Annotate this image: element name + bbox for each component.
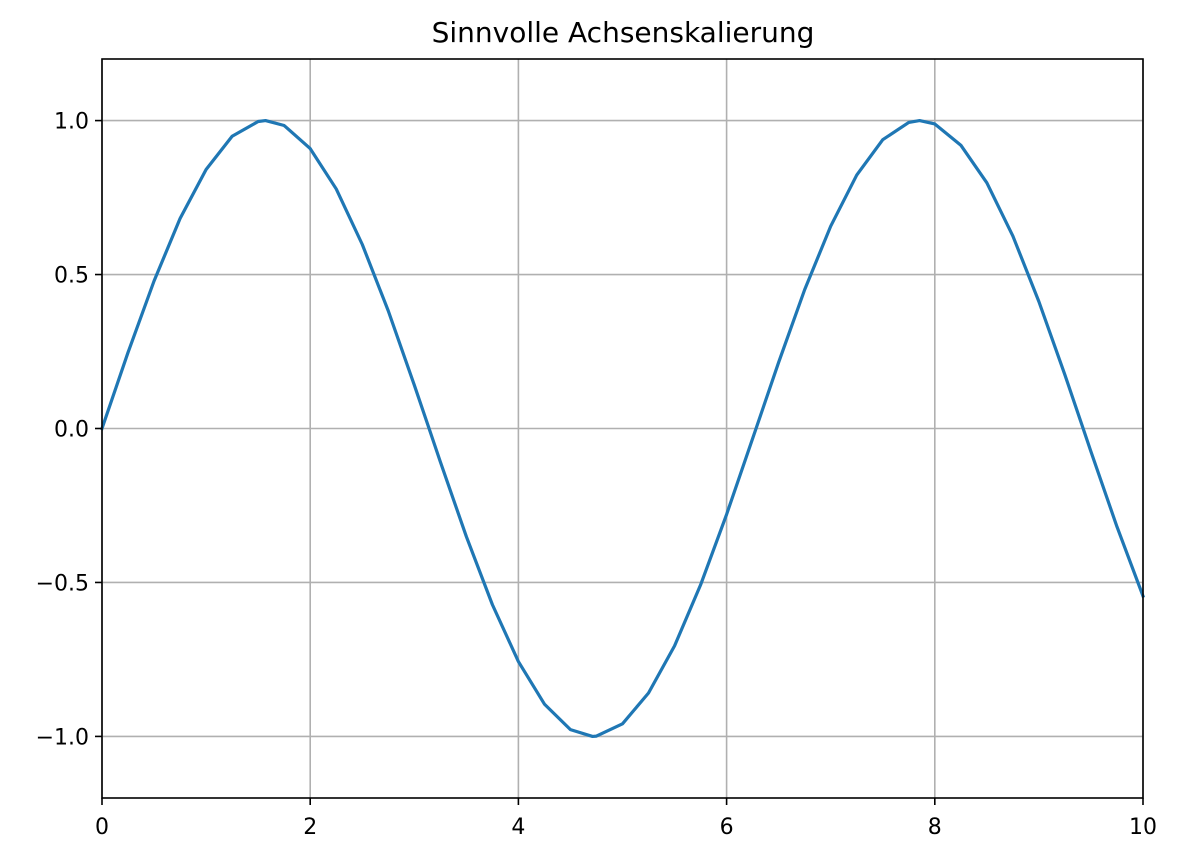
- y-tick-label: −0.5: [36, 571, 89, 596]
- x-tick-label: 4: [511, 815, 525, 840]
- chart-title: Sinnvolle Achsenskalierung: [432, 16, 815, 49]
- y-tick-label: 0.0: [54, 418, 89, 443]
- x-tick-label: 6: [720, 815, 734, 840]
- y-axis: −1.0 −0.5 0.0 0.5 1.0: [36, 110, 102, 750]
- x-tick-label: 8: [928, 815, 942, 840]
- x-tick-label: 2: [303, 815, 317, 840]
- series-line: [99, 118, 1146, 739]
- series-layer: [99, 118, 1146, 739]
- y-tick-label: 1.0: [54, 110, 89, 135]
- y-tick-label: 0.5: [54, 264, 89, 289]
- x-axis: 0 2 4 6 8 10: [95, 798, 1157, 840]
- x-tick-label: 0: [95, 815, 109, 840]
- x-tick-label: 10: [1129, 815, 1157, 840]
- y-tick-label: −1.0: [36, 725, 89, 750]
